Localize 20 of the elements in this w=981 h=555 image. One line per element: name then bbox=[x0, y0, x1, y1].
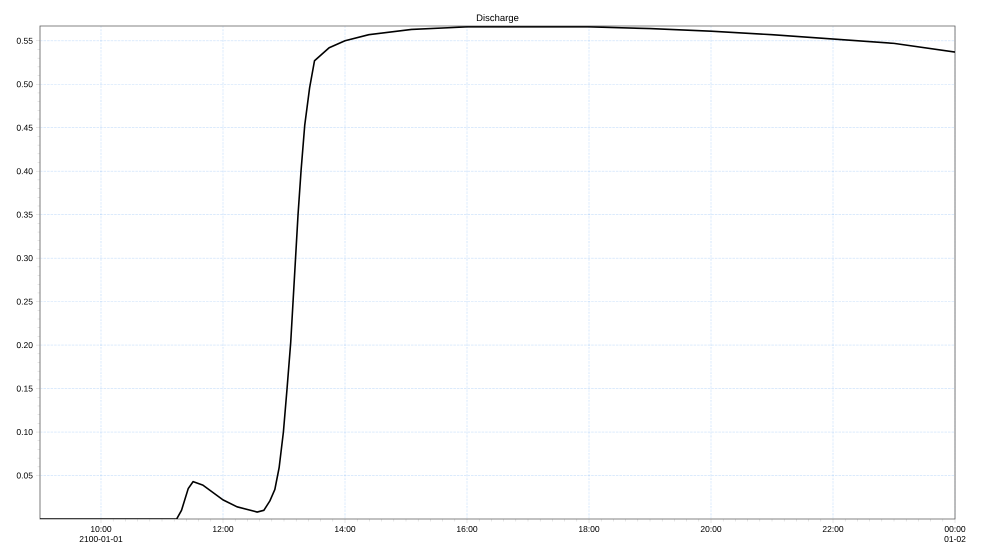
y-tick-label: 0.20 bbox=[16, 342, 33, 348]
y-tick-label: 0.55 bbox=[16, 38, 33, 44]
x-tick-label: 14:00 bbox=[335, 526, 356, 532]
x-tick-label: 20:00 bbox=[700, 526, 722, 532]
y-tick-label: 0.15 bbox=[16, 386, 33, 392]
x-tick-label: 00:00 01-02 bbox=[944, 526, 966, 542]
y-tick-label: 0.10 bbox=[16, 429, 33, 436]
y-tick-label: 0.30 bbox=[16, 255, 33, 262]
x-tick-label: 10:00 2100-01-01 bbox=[80, 526, 122, 542]
x-tick-label: 22:00 bbox=[822, 526, 844, 532]
y-tick-label: 0.35 bbox=[16, 212, 33, 218]
x-tick-label: 16:00 bbox=[457, 526, 478, 532]
chart-title: Discharge bbox=[476, 14, 518, 23]
x-tick-label: 12:00 bbox=[213, 526, 234, 532]
y-tick-label: 0.05 bbox=[16, 472, 33, 479]
y-tick-label: 0.40 bbox=[16, 168, 33, 174]
x-tick-label: 18:00 bbox=[579, 526, 600, 532]
y-tick-label: 0.25 bbox=[16, 298, 33, 305]
y-tick-label: 0.50 bbox=[16, 81, 33, 88]
y-tick-label: 0.45 bbox=[16, 124, 33, 131]
